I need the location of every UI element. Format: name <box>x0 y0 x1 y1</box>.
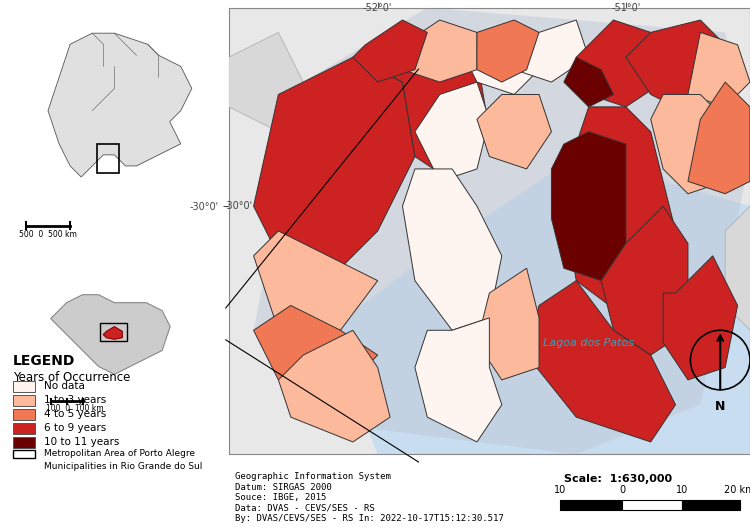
Text: Municipalities in Rio Grande do Sul: Municipalities in Rio Grande do Sul <box>44 462 202 471</box>
Polygon shape <box>328 157 750 455</box>
Bar <box>560 500 622 510</box>
Text: 100  0  100 km: 100 0 100 km <box>46 404 104 413</box>
Text: -30°0': -30°0' <box>224 201 253 211</box>
Text: 4 to 5 years: 4 to 5 years <box>44 409 106 419</box>
Text: LEGEND: LEGEND <box>13 355 75 369</box>
Polygon shape <box>514 20 589 82</box>
Polygon shape <box>254 231 378 330</box>
Polygon shape <box>688 32 750 107</box>
Polygon shape <box>352 32 489 182</box>
FancyBboxPatch shape <box>13 450 34 458</box>
Polygon shape <box>415 82 489 182</box>
Text: 20 km: 20 km <box>724 485 750 495</box>
Polygon shape <box>576 20 663 107</box>
FancyBboxPatch shape <box>13 409 34 420</box>
Bar <box>622 500 682 510</box>
Polygon shape <box>464 32 539 95</box>
Polygon shape <box>477 20 539 82</box>
Polygon shape <box>104 327 122 339</box>
Text: 10 to 11 years: 10 to 11 years <box>44 437 119 447</box>
Polygon shape <box>564 57 614 107</box>
Polygon shape <box>477 268 539 380</box>
Polygon shape <box>278 330 390 442</box>
Polygon shape <box>663 256 737 380</box>
Text: 0: 0 <box>619 485 626 495</box>
Polygon shape <box>254 305 378 405</box>
FancyBboxPatch shape <box>13 463 34 472</box>
Text: 10: 10 <box>676 485 688 495</box>
Text: 500  0  500 km: 500 0 500 km <box>20 230 77 239</box>
Text: Metropolitan Area of Porto Alegre: Metropolitan Area of Porto Alegre <box>44 449 194 458</box>
Polygon shape <box>626 20 725 107</box>
Polygon shape <box>651 95 725 194</box>
Text: Lagoa dos Patos: Lagoa dos Patos <box>543 338 634 348</box>
Polygon shape <box>601 206 688 355</box>
Bar <box>682 500 740 510</box>
FancyBboxPatch shape <box>13 423 34 434</box>
Text: Scale:  1:630,000: Scale: 1:630,000 <box>564 474 673 484</box>
Polygon shape <box>229 32 303 132</box>
Polygon shape <box>254 7 750 455</box>
Text: Years of Occurrence: Years of Occurrence <box>13 371 130 384</box>
Text: Geographic Information System
Datum: SIRGAS 2000
Souce: IBGE, 2015
Data: DVAS - : Geographic Information System Datum: SIR… <box>235 473 504 523</box>
FancyBboxPatch shape <box>13 438 34 448</box>
Polygon shape <box>415 318 502 442</box>
Polygon shape <box>725 206 750 330</box>
Polygon shape <box>48 33 192 177</box>
FancyBboxPatch shape <box>13 396 34 406</box>
Text: 1 to 3 years: 1 to 3 years <box>44 395 106 405</box>
Text: -52°0': -52°0' <box>363 3 392 13</box>
Polygon shape <box>551 132 626 280</box>
Text: 6 to 9 years: 6 to 9 years <box>44 423 106 433</box>
FancyBboxPatch shape <box>13 381 34 392</box>
Polygon shape <box>403 169 502 330</box>
Polygon shape <box>688 82 750 194</box>
Text: 10: 10 <box>554 485 566 495</box>
Polygon shape <box>526 280 676 442</box>
Polygon shape <box>564 107 676 318</box>
Polygon shape <box>51 295 170 374</box>
Polygon shape <box>477 95 551 169</box>
Text: No data: No data <box>44 381 85 391</box>
Text: -51°0': -51°0' <box>611 3 640 13</box>
Polygon shape <box>352 20 428 82</box>
Polygon shape <box>403 20 477 82</box>
Text: N: N <box>715 400 725 413</box>
Polygon shape <box>254 57 415 280</box>
